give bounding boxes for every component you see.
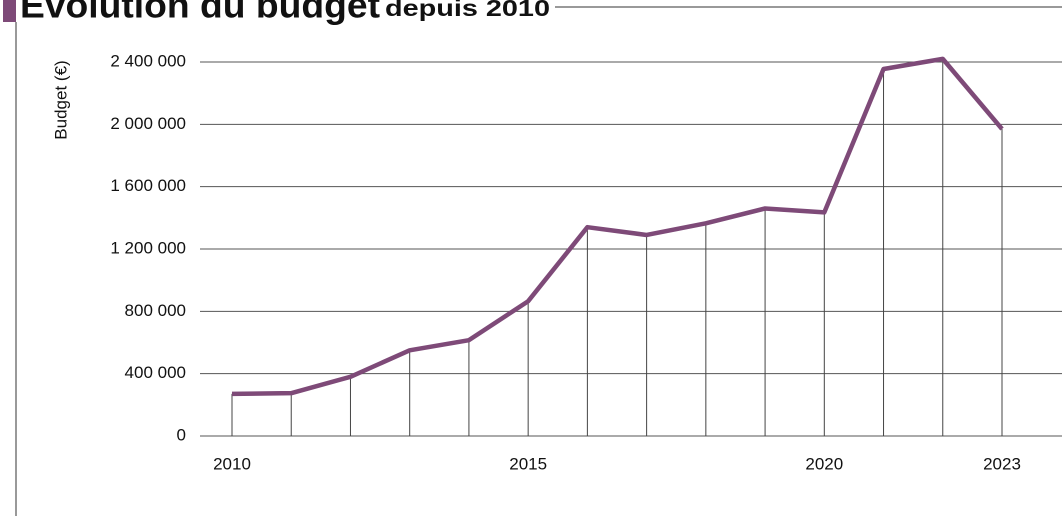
x-tick-label: 2015 xyxy=(509,454,547,473)
y-tick-label: 2 400 000 xyxy=(110,51,186,70)
y-axis-label: Budget (€) xyxy=(51,60,70,139)
x-tick-label: 2010 xyxy=(213,454,251,473)
y-tick-label: 400 000 xyxy=(125,363,186,382)
chart-title: Évolution du budget xyxy=(20,0,380,26)
title-marker xyxy=(3,0,16,22)
y-tick-label: 2 000 000 xyxy=(110,114,186,133)
y-tick-label: 1 200 000 xyxy=(110,238,186,257)
x-tick-label: 2020 xyxy=(805,454,843,473)
y-tick-label: 1 600 000 xyxy=(110,176,186,195)
data-line xyxy=(231,56,1004,397)
y-tick-label: 800 000 xyxy=(125,301,186,320)
x-tick-label: 2023 xyxy=(983,454,1021,473)
chart-subtitle: depuis 2010 xyxy=(385,0,550,21)
y-tick-label: 0 xyxy=(177,425,186,444)
